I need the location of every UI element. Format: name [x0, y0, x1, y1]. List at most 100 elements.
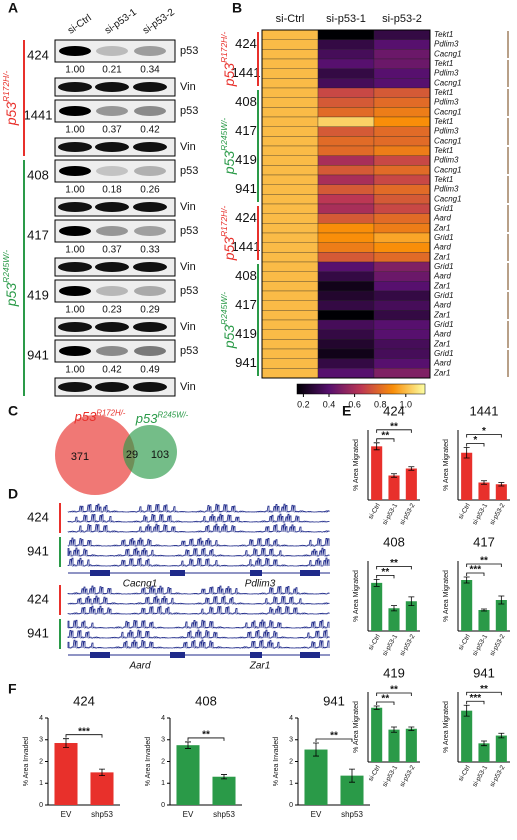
- heat-cell: [373, 203, 431, 214]
- chart-title: 941: [473, 665, 495, 680]
- y-tick-label: 4: [161, 715, 165, 722]
- chart-title: 941: [323, 693, 345, 708]
- y-axis-label: % Area Migrated: [443, 570, 450, 622]
- cell-label: 1441: [24, 107, 53, 122]
- heat-cell: [373, 116, 431, 127]
- genotype-name: p53: [221, 63, 237, 88]
- quant-label: 0.37: [102, 125, 122, 136]
- heat-cell: [261, 310, 319, 321]
- heat-cell: [373, 174, 431, 185]
- genotype-name: p53: [74, 409, 97, 424]
- gene-label: Tekt1: [434, 59, 453, 68]
- bar: [304, 749, 328, 805]
- cell-label: 941: [27, 625, 49, 640]
- quant-label: 0.34: [140, 65, 160, 76]
- sig-bracket: [466, 563, 502, 567]
- sig-bracket: [466, 572, 485, 576]
- coverage-track: [67, 629, 330, 640]
- blot-band: [95, 262, 129, 272]
- heat-cell: [261, 116, 319, 127]
- colorbar-tick-label: 0.4: [323, 399, 336, 409]
- heat-cell: [261, 49, 319, 60]
- blot-band: [59, 346, 91, 356]
- chart-title: 419: [383, 665, 405, 680]
- error-bar: [481, 740, 487, 747]
- exon: [170, 652, 185, 658]
- heat-cell: [317, 68, 375, 79]
- blot-band: [59, 226, 91, 236]
- y-axis-label: % Area Migrated: [443, 439, 450, 491]
- heat-cell: [261, 165, 319, 176]
- blot-band: [58, 262, 92, 272]
- y-tick-label: 3: [161, 737, 165, 744]
- genotype-name: p53: [221, 237, 237, 262]
- x-tick-label: si-Ctrl: [367, 633, 382, 652]
- genotype-sup: R172H/-: [219, 206, 229, 237]
- genotype-label: p53R172H/-: [1, 71, 18, 127]
- gene-label: Grid1: [434, 233, 454, 242]
- error-bar: [408, 466, 415, 471]
- x-tick-label: si-Ctrl: [367, 502, 382, 521]
- cell-label: 424: [235, 36, 257, 51]
- heat-cell: [261, 107, 319, 118]
- genotype-name: p53: [135, 411, 158, 426]
- gene-label: Cacng1: [434, 107, 462, 116]
- heat-cell: [373, 261, 431, 272]
- heat-cell: [373, 300, 431, 311]
- sig-label: **: [390, 421, 398, 432]
- heat-cell: [373, 223, 431, 234]
- gene-label: Cacng1: [434, 194, 462, 203]
- heat-cell: [317, 58, 375, 69]
- genotype-sup: R245W/-: [219, 292, 229, 325]
- blot-band: [133, 202, 167, 212]
- error-bar: [463, 704, 470, 717]
- error-bar: [481, 608, 487, 612]
- bar: [478, 482, 490, 500]
- gene-label: Aard: [433, 243, 451, 252]
- cell-label: 417: [27, 227, 49, 242]
- gene-label: Tekt1: [434, 117, 453, 126]
- gene-label: Grid1: [434, 204, 454, 213]
- error-bar: [408, 726, 415, 731]
- heat-cell: [373, 252, 431, 263]
- y-tick-label: 0: [161, 802, 165, 809]
- blot-band: [59, 46, 91, 56]
- panel-letter: F: [8, 681, 17, 697]
- heat-cell: [261, 271, 319, 282]
- sig-label: **: [381, 694, 389, 705]
- blot-frame: [54, 99, 176, 123]
- blot-frame: [54, 159, 176, 183]
- coverage-track: [67, 585, 330, 596]
- heat-cell: [261, 145, 319, 156]
- heat-cell: [317, 87, 375, 98]
- genotype-name: p53: [221, 325, 237, 350]
- exon: [250, 570, 262, 576]
- sig-bracket: [466, 700, 485, 705]
- quant-label: 0.21: [102, 65, 122, 76]
- column-header: si-p53-1: [326, 13, 366, 25]
- blot-band: [96, 286, 128, 296]
- blot-band: [134, 106, 166, 116]
- colorbar-tick-label: 1.0: [400, 399, 413, 409]
- gene-name: Cacng1: [123, 579, 157, 590]
- coverage-track: [67, 523, 330, 534]
- heat-cell: [317, 136, 375, 147]
- x-tick-label: si-p53-1: [381, 764, 399, 788]
- blot-band: [95, 142, 129, 152]
- bar: [176, 745, 200, 805]
- blot-band: [59, 286, 91, 296]
- bar: [478, 610, 490, 631]
- column-header: si-Ctrl: [276, 13, 305, 25]
- x-tick-label: si-Ctrl: [457, 764, 472, 783]
- sig-bracket: [466, 434, 502, 438]
- cell-label: 1441: [232, 65, 261, 80]
- heat-cell: [261, 281, 319, 292]
- protein-label: p53: [180, 45, 198, 57]
- bar: [371, 707, 383, 762]
- heat-cell: [317, 126, 375, 137]
- genotype-sup: R172H/-: [1, 71, 11, 102]
- colorbar: [296, 383, 426, 395]
- gene-label: Cacng1: [434, 136, 462, 145]
- gene-label: Aard: [433, 330, 451, 339]
- cell-label: 417: [235, 297, 257, 312]
